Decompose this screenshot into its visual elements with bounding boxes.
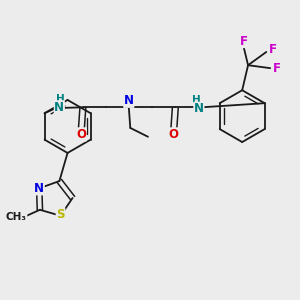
- Text: O: O: [169, 128, 179, 141]
- Text: N: N: [34, 182, 44, 195]
- Text: H: H: [56, 94, 65, 104]
- Text: N: N: [54, 101, 64, 114]
- Text: O: O: [76, 128, 86, 141]
- Text: F: F: [273, 61, 280, 75]
- Text: S: S: [56, 208, 65, 221]
- Text: N: N: [124, 94, 134, 107]
- Text: H: H: [192, 95, 201, 105]
- Text: N: N: [194, 102, 204, 115]
- Text: F: F: [240, 34, 248, 48]
- Text: CH₃: CH₃: [6, 212, 27, 222]
- Text: F: F: [269, 43, 277, 56]
